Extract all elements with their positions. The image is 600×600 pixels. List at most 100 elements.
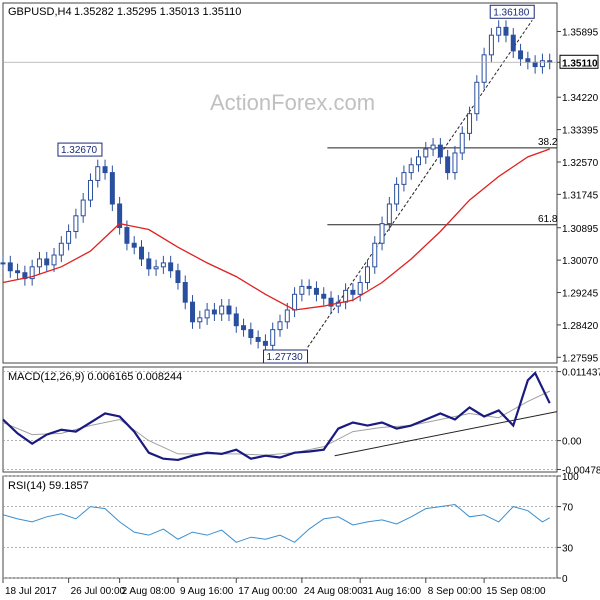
candle-body: [357, 282, 363, 295]
callout-label: 1.27730: [267, 352, 304, 363]
candle-body: [160, 262, 166, 268]
candle-body: [430, 144, 436, 150]
candle-body: [299, 285, 305, 295]
trend-line: [307, 19, 533, 348]
macd-panel-title: MACD(12,26,9) 0.006165 0.008244: [8, 371, 182, 383]
candle-body: [394, 183, 400, 205]
candle-body: [277, 321, 283, 331]
y-tick-label: 1.32570: [562, 158, 599, 169]
price-ohlc-readout: 1.35282 1.35295 1.35013 1.35110: [74, 6, 241, 18]
callout-label: 1.36180: [493, 7, 530, 18]
y-tick-label: 1.31745: [562, 190, 599, 201]
candle-body: [445, 156, 451, 174]
candle-body: [496, 26, 502, 36]
candle-body: [452, 152, 458, 174]
x-tick-label: 2 Aug 08:00: [122, 586, 176, 597]
candle-body: [95, 166, 101, 181]
macd-y-ticks: 0.011437 0.00 -0.004782: [3, 368, 600, 476]
y-tick-label: 0: [562, 574, 568, 585]
y-tick-label: 100: [562, 472, 579, 483]
candle-body: [328, 297, 334, 307]
candle-body: [7, 262, 13, 272]
candle-body: [416, 156, 421, 166]
candle-body: [190, 301, 196, 323]
price-callouts: 1.32670 1.27730 1.36180: [57, 4, 535, 364]
candle-body: [204, 309, 210, 319]
price-panel: GBPUSD,H4 1.35282 1.35295 1.35013 1.3511…: [0, 2, 599, 364]
y-tick-label: 1.30070: [562, 256, 599, 267]
candle-body: [117, 203, 123, 229]
candle-body: [488, 34, 494, 56]
y-tick-label: 1.34220: [562, 93, 599, 104]
candle-body: [386, 203, 392, 225]
candle-body: [102, 166, 108, 174]
y-tick-label: 70: [562, 503, 574, 514]
candle-body: [379, 223, 385, 244]
candle-body: [481, 54, 487, 83]
price-plot-area: [2, 2, 558, 364]
moving-average-path: [2, 148, 550, 311]
candle-body: [0, 262, 6, 265]
candle-body: [80, 199, 86, 217]
x-tick-label: 17 Aug 00:00: [238, 586, 297, 597]
moving-average-line: [2, 148, 550, 311]
macd-lines: [2, 371, 551, 462]
rsi-line: [2, 504, 550, 543]
candle-body: [211, 309, 217, 315]
candle-body: [153, 266, 159, 270]
current-price: 1.35110: [3, 54, 599, 69]
candle-body: [459, 132, 465, 154]
candle-body: [525, 58, 531, 63]
candle-body: [15, 270, 21, 274]
candle-body: [262, 340, 268, 346]
y-tick-label: 1.27595: [562, 353, 599, 364]
candle-body: [44, 258, 50, 266]
y-tick-label: 1.29245: [562, 289, 599, 300]
candle-body: [364, 266, 370, 284]
candle-body: [408, 164, 414, 174]
y-tick-label: 0.011437: [562, 368, 600, 379]
candle-body: [503, 26, 509, 36]
candle-body: [139, 246, 144, 260]
price-y-ticks: 1.35895 1.35110 1.34220 1.33395 1.32570 1.317…: [557, 27, 599, 364]
x-tick-label: 8 Sep 00:00: [428, 586, 482, 597]
candle-body: [87, 179, 93, 201]
candle-body: [423, 148, 429, 158]
candle-body: [539, 60, 545, 68]
macd-trend-line: [334, 411, 558, 457]
candle-body: [284, 309, 290, 323]
candle-body: [146, 258, 152, 270]
y-tick-label: 30: [562, 543, 574, 554]
candle-body: [182, 282, 188, 303]
candle-body: [437, 144, 443, 158]
candle-body: [175, 270, 181, 284]
macd-trend-line-path: [334, 411, 558, 457]
x-axis: 18 Jul 2017 26 Jul 00:002 Aug 08:00 9 Aug …: [2, 578, 546, 597]
x-tick-label: 24 Aug 08:00: [304, 586, 363, 597]
candle-body: [241, 325, 247, 331]
watermark: ActionForex.com: [210, 90, 375, 115]
candle-body: [131, 242, 137, 248]
rsi-panel-title: RSI(14) 59.1857: [8, 480, 89, 492]
x-tick-label: 18 Jul 2017: [5, 586, 57, 597]
fib-level-label: 38.2: [538, 137, 558, 148]
candle-body: [219, 305, 225, 315]
current-price-box: [559, 54, 599, 69]
candle-body: [73, 215, 79, 232]
candle-body: [233, 313, 239, 327]
candle-body: [270, 329, 276, 346]
x-tick-label: 15 Sep 08:00: [486, 586, 546, 597]
y-tick-label: -0.004782: [562, 465, 600, 476]
rsi-panel: RSI(14) 59.1857 100 70 30 0: [2, 472, 579, 585]
candle-body: [197, 317, 203, 323]
fib-level-label: 61.8: [538, 214, 558, 225]
candle-body: [343, 289, 349, 303]
candle-body: [248, 329, 254, 338]
candle-body: [510, 34, 516, 52]
y-tick-label: 1.28420: [562, 321, 599, 332]
candle-body: [467, 113, 473, 134]
y-tick-label: 1.30895: [562, 224, 599, 235]
candle-body: [255, 336, 261, 342]
candle-body: [474, 81, 480, 115]
